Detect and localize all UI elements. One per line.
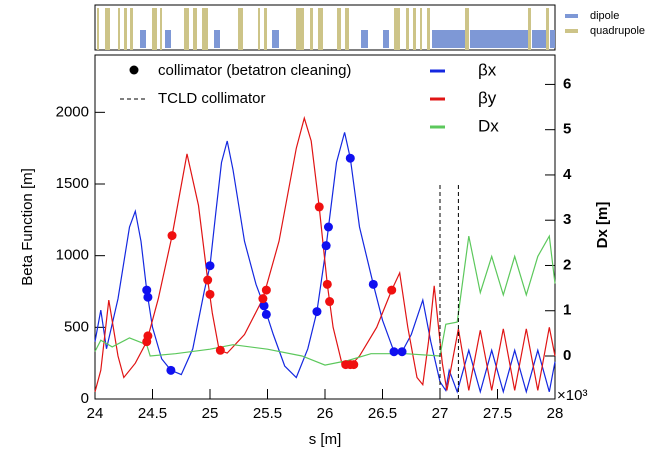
x-tick-label: 25 <box>202 405 219 422</box>
magnet-strip: dipole quadrupole <box>94 4 645 51</box>
y2-tick-label: 4 <box>563 166 572 183</box>
collimator-point <box>143 331 153 341</box>
legend-label: collimator (betatron cleaning) <box>158 62 351 79</box>
x-axis-label: s [m] <box>309 431 342 448</box>
collimator-point <box>166 365 176 375</box>
collimator-point <box>325 297 335 307</box>
y-tick-label: 1500 <box>56 175 89 192</box>
x-tick-label: 24.5 <box>138 405 167 422</box>
y2-tick-label: 3 <box>563 211 571 228</box>
collimator-point <box>143 292 153 302</box>
legend-label: quadrupole <box>590 25 645 37</box>
x-tick-label: 27.5 <box>483 405 512 422</box>
y-tick-label: 0 <box>81 390 89 407</box>
collimator-point <box>321 241 331 251</box>
x-tick-label: 26 <box>317 405 334 422</box>
x-tick-label: 28 <box>547 405 564 422</box>
collimator-point <box>345 153 355 163</box>
collimator-point <box>142 285 152 295</box>
y2-axis-label: Dx [m] <box>594 202 611 249</box>
y2-tick-label: 2 <box>563 256 571 273</box>
series-line <box>94 115 556 392</box>
collimator-point <box>261 285 271 295</box>
collimator-point <box>312 307 322 317</box>
legend-label: TCLD collimator <box>158 90 266 107</box>
collimator-point <box>205 261 215 271</box>
collimator-point <box>205 289 215 299</box>
collimator-point <box>261 309 271 319</box>
collimator-point <box>167 231 177 241</box>
collimator-point <box>322 279 332 289</box>
x-tick-label: 24 <box>87 405 104 422</box>
collimator-point <box>203 275 213 285</box>
quadrupoles <box>97 8 549 50</box>
y-tick-label: 1000 <box>56 247 89 264</box>
series-line <box>94 234 556 366</box>
legend-label: dipole <box>590 10 619 22</box>
x-tick-label: 27 <box>432 405 449 422</box>
legend-label: βx <box>478 60 497 79</box>
y2-tick-label: 0 <box>563 347 571 364</box>
dipoles <box>140 30 555 48</box>
collimator-point <box>387 285 397 295</box>
legend-label: βy <box>478 88 497 107</box>
collimator-point <box>349 360 359 370</box>
collimator-point <box>368 279 378 289</box>
x-tick-label: 26.5 <box>368 405 397 422</box>
y2-tick-label: 1 <box>563 302 571 319</box>
x-multiplier: ×10³ <box>557 387 587 404</box>
y-tick-label: 500 <box>64 318 89 335</box>
collimator-point <box>258 294 268 304</box>
y2-tick-label: 5 <box>563 121 571 138</box>
collimator-point <box>389 347 399 357</box>
y2-tick-label: 6 <box>563 75 571 92</box>
collimator-point <box>314 202 324 212</box>
collimator-point <box>323 222 333 232</box>
x-tick-label: 25.5 <box>253 405 282 422</box>
collimator-point <box>215 345 225 355</box>
y-tick-label: 2000 <box>56 103 89 120</box>
y-axis-label: Beta Function [m] <box>19 168 36 286</box>
collimator-point <box>259 301 269 311</box>
legend-dot <box>129 65 139 75</box>
legend-label: Dx <box>478 116 499 135</box>
collimator-point <box>397 347 407 357</box>
